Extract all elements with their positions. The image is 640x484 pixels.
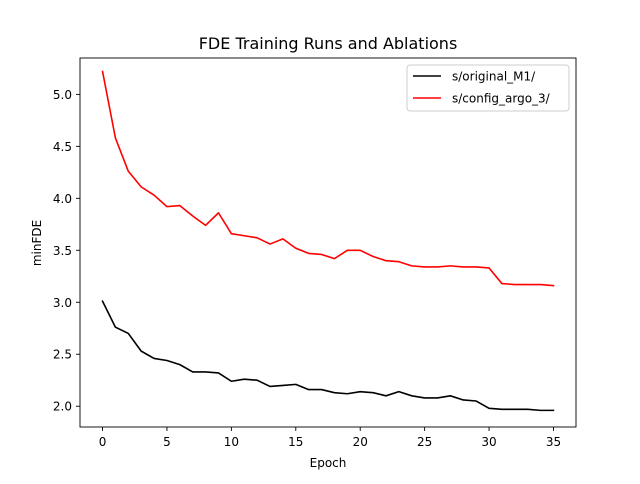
x-tick-label: 25 [417, 435, 432, 449]
axes-frame [79, 57, 577, 428]
x-axis-label: Epoch [310, 456, 347, 470]
y-tick-label: 3.5 [53, 244, 72, 258]
x-tick-label: 15 [288, 435, 303, 449]
x-tick-label: 20 [353, 435, 368, 449]
legend-label-1: s/config_argo_3/ [452, 92, 551, 106]
legend-box [406, 64, 570, 112]
y-tick-label: 4.5 [53, 140, 72, 154]
y-tick-label: 2.0 [53, 400, 72, 414]
legend-label-0: s/original_M1/ [452, 70, 536, 84]
x-tick-label: 10 [224, 435, 239, 449]
x-tick-label: 35 [546, 435, 561, 449]
chart-title: FDE Training Runs and Ablations [199, 34, 458, 53]
y-tick-label: 2.5 [53, 348, 72, 362]
x-tick-label: 0 [99, 435, 107, 449]
series-line-1 [101, 70, 555, 287]
axes: 0 5 10 15 20 25 30 35 2.0 2.5 3.0 3.5 4.0 4.5 5.0 [53, 57, 577, 449]
y-tick-label: 4.0 [53, 192, 72, 206]
y-axis-label: minFDE [30, 220, 44, 266]
x-tick-label: 5 [163, 435, 171, 449]
x-tick-label: 30 [481, 435, 496, 449]
y-tick-label: 5.0 [53, 88, 72, 102]
y-tick-label: 3.0 [53, 296, 72, 310]
legend: s/original_M1/s/config_argo_3/ [406, 64, 570, 112]
series-line-0 [101, 300, 555, 412]
plot-area [101, 70, 555, 412]
